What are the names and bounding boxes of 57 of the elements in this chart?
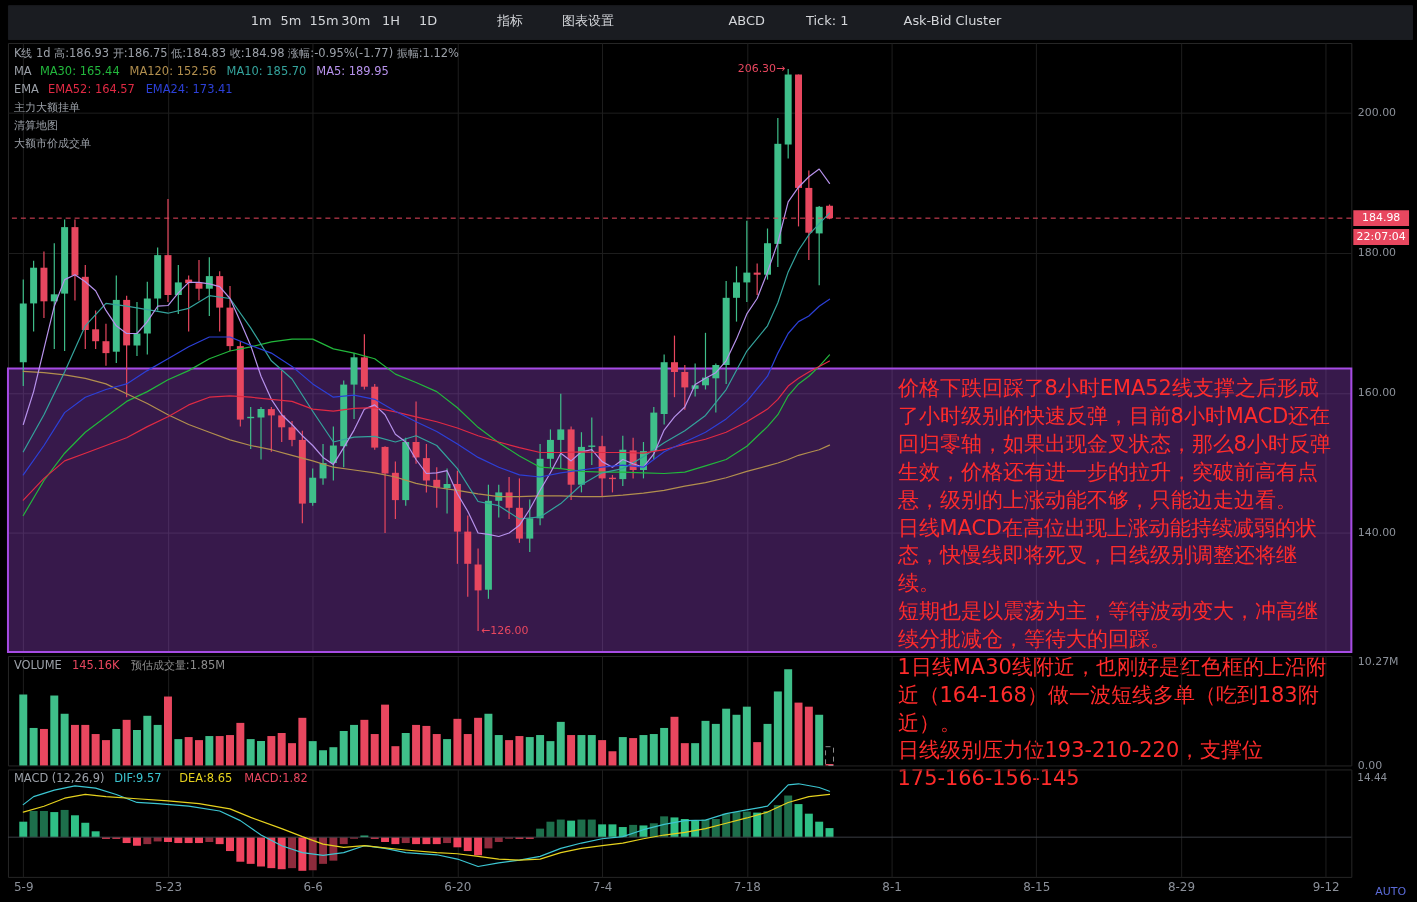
x-tick-label: 6-6 [303, 880, 323, 895]
x-tick-label: 8-1 [882, 880, 902, 895]
series-label: DIF:9.57 [114, 771, 162, 786]
x-tick-label: 7-4 [592, 880, 613, 895]
text: 30m [341, 13, 371, 29]
text: MA10: 185.70 [226, 63, 307, 78]
text: 1m [250, 13, 272, 29]
annotation: 日线级别压力位193-210-220，支撑位175-166-156-145 [897, 738, 1264, 791]
annotation: MACD (12,26,9) [13, 771, 105, 786]
text: EMA24: 173.41 [145, 81, 233, 96]
annotation: K线 1d 高:186.93 开:186.75 低:184.83 收:184.98 涨幅:-0.95%(-1.77) 振幅:1.12% [13, 45, 460, 60]
annotation: 日线MACD在高位出现上涨动能持续减弱的状态，快慢线即将死叉，日线级别调整还将继续。 [896, 515, 1318, 596]
text: 14.44 [1357, 771, 1388, 784]
series-label: DEA:8.65 [179, 771, 233, 786]
text: MA30: 165.44 [39, 63, 120, 78]
text: 5m [280, 13, 302, 29]
text: Ask-Bid Cluster [903, 13, 1003, 29]
annotation: 短期也是以震荡为主，等待波动变大，冲高继续分批减仓，等待大的回踩。 [897, 599, 1318, 652]
x-tick-label: 5-23 [154, 880, 183, 895]
text: 指标 [495, 13, 523, 29]
text: 1D [418, 13, 438, 29]
annotation: MA [13, 63, 32, 78]
x-tick-label: 9-12 [1312, 880, 1340, 895]
text: AUTO [1375, 884, 1406, 898]
ref-line-label: 184.98 [1362, 211, 1401, 225]
annotation: ←126.00 [481, 623, 529, 637]
text: MA5: 189.95 [316, 63, 389, 78]
annotation: 清算地图 [13, 117, 58, 132]
annotation: 206.30→ [737, 61, 786, 75]
x-tick-label: 5-9 [14, 880, 34, 895]
text: 22:07:04 [1356, 230, 1406, 244]
y-tick-label: 140.00 [1357, 526, 1397, 540]
annotation: 主力大额挂单 [13, 99, 80, 114]
text: 预估成交量:1.85M [130, 657, 226, 672]
text: 1H [382, 13, 401, 29]
y-tick-label: 160.00 [1357, 386, 1397, 400]
text: 15m [309, 13, 339, 29]
x-tick-label: 8-15 [1023, 880, 1051, 895]
x-tick-label: 8-29 [1167, 880, 1196, 895]
y-tick-label: 10.27M [1357, 654, 1399, 668]
y-tick-label: 200.00 [1357, 106, 1397, 120]
annotation: 145.16K [71, 657, 120, 672]
y-tick-label: 0.00 [1357, 758, 1383, 772]
text: 图表设置 [562, 13, 615, 29]
text: MA120: 152.56 [129, 63, 217, 78]
text: ABCD [728, 13, 765, 29]
annotation: 大额市价成交单 [13, 135, 91, 150]
y-tick-label: 180.00 [1357, 246, 1397, 260]
text: MACD:1.82 [244, 771, 308, 786]
annotation: 1日线MA30线附近，也刚好是红色框的上沿附近（164-168）做一波短线多单（吃到183附近）。 [897, 654, 1327, 735]
x-tick-label: 6-20 [444, 880, 472, 895]
x-tick-label: 7-18 [733, 880, 761, 895]
text: Tick: 1 [805, 13, 849, 29]
text: EMA52: 164.57 [47, 81, 135, 96]
annotation: 价格下跌回踩了8小时EMA52线支撑之后形成了小时级别的快速反弹，目前8小时MACD还在回归零轴，如果出现金叉状态，那么8小时反弹生效，价格还有进一步的拉升，突破前高有点悬，级别的上涨动能不够，只能边走边看。 [896, 376, 1331, 512]
annotation: EMA [13, 81, 40, 96]
annotation: VOLUME [13, 657, 62, 672]
